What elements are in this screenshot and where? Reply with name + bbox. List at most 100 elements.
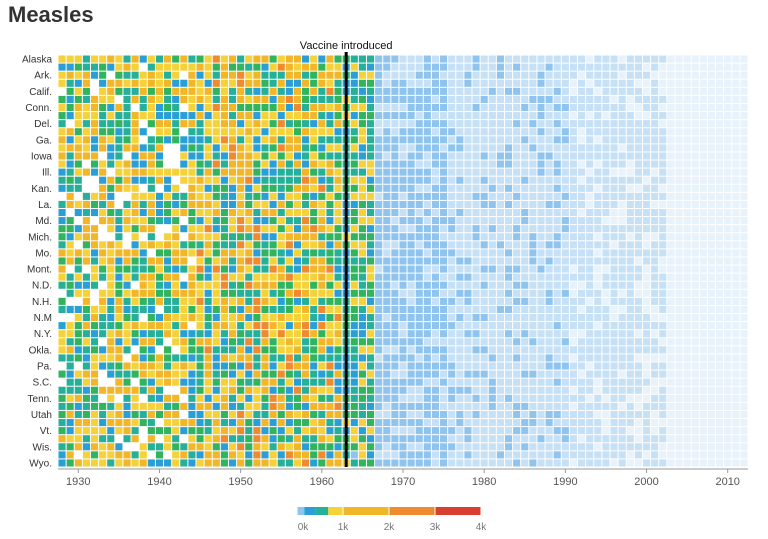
heatmap-cell bbox=[172, 435, 180, 443]
heatmap-cell bbox=[691, 71, 699, 79]
heatmap-cell bbox=[699, 435, 707, 443]
heatmap-cell bbox=[155, 378, 164, 386]
heatmap-cell bbox=[139, 305, 147, 314]
heatmap-cell bbox=[488, 128, 496, 136]
heatmap-cell bbox=[196, 330, 204, 338]
heatmap-cell bbox=[431, 394, 440, 402]
heatmap-cell bbox=[513, 459, 521, 467]
heatmap-cell bbox=[375, 370, 383, 378]
heatmap-cell bbox=[228, 427, 237, 435]
heatmap-cell bbox=[448, 192, 456, 200]
heatmap-cell bbox=[326, 160, 334, 168]
heatmap-cell bbox=[245, 459, 253, 467]
heatmap-cell bbox=[626, 362, 634, 370]
heatmap-cell bbox=[594, 128, 602, 136]
heatmap-cell bbox=[164, 354, 172, 362]
heatmap-cell bbox=[204, 451, 212, 459]
heatmap-cell bbox=[375, 297, 383, 305]
heatmap-cell bbox=[651, 410, 659, 419]
heatmap-cell bbox=[659, 459, 667, 467]
heatmap-cell bbox=[293, 305, 302, 314]
heatmap-cell bbox=[302, 71, 310, 79]
heatmap-cell bbox=[569, 136, 578, 144]
heatmap-cell bbox=[188, 233, 196, 241]
heatmap-cell bbox=[164, 192, 172, 200]
heatmap-cell bbox=[415, 87, 423, 95]
heatmap-cell bbox=[399, 71, 407, 79]
heatmap-cell bbox=[440, 451, 448, 459]
heatmap-cell bbox=[586, 362, 594, 370]
heatmap-cell bbox=[521, 265, 529, 273]
heatmap-cell bbox=[716, 257, 724, 265]
heatmap-cell bbox=[261, 71, 269, 79]
heatmap-cell bbox=[440, 176, 448, 184]
heatmap-cell bbox=[350, 120, 358, 128]
heatmap-cell bbox=[594, 152, 602, 160]
heatmap-cell bbox=[561, 176, 569, 184]
heatmap-cell bbox=[529, 120, 537, 128]
heatmap-cell bbox=[212, 176, 220, 184]
heatmap-cell bbox=[569, 370, 578, 378]
heatmap-cell bbox=[651, 225, 659, 233]
heatmap-cell bbox=[285, 144, 293, 152]
heatmap-cell bbox=[586, 200, 594, 208]
heatmap-cell bbox=[578, 281, 586, 289]
heatmap-cell bbox=[399, 362, 407, 370]
heatmap-cell bbox=[545, 55, 553, 63]
heatmap-cell bbox=[318, 370, 326, 378]
heatmap-cell bbox=[545, 305, 553, 314]
heatmap-cell bbox=[164, 184, 172, 192]
heatmap-cell bbox=[326, 459, 334, 467]
heatmap-cell bbox=[456, 208, 464, 217]
heatmap-cell bbox=[310, 451, 318, 459]
heatmap-cell bbox=[488, 71, 496, 79]
heatmap-cell bbox=[472, 217, 480, 225]
heatmap-cell bbox=[545, 419, 553, 427]
heatmap-cell bbox=[626, 128, 634, 136]
heatmap-cell bbox=[740, 386, 748, 394]
heatmap-cell bbox=[147, 120, 155, 128]
heatmap-cell bbox=[334, 208, 342, 217]
heatmap-cell bbox=[261, 354, 269, 362]
heatmap-cell bbox=[472, 225, 480, 233]
heatmap-cell bbox=[90, 362, 99, 370]
heatmap-cell bbox=[245, 419, 253, 427]
heatmap-cell bbox=[537, 435, 545, 443]
heatmap-cell bbox=[196, 71, 204, 79]
heatmap-cell bbox=[383, 402, 391, 410]
heatmap-cell bbox=[464, 217, 472, 225]
heatmap-cell bbox=[131, 168, 139, 176]
heatmap-cell bbox=[716, 314, 724, 322]
heatmap-cell bbox=[391, 103, 399, 112]
state-label: Calif. bbox=[29, 87, 52, 98]
heatmap-cell bbox=[415, 192, 423, 200]
heatmap-cell bbox=[464, 305, 472, 314]
heatmap-cell bbox=[350, 168, 358, 176]
heatmap-cell bbox=[399, 435, 407, 443]
heatmap-cell bbox=[326, 184, 334, 192]
heatmap-cell bbox=[391, 176, 399, 184]
heatmap-cell bbox=[683, 459, 691, 467]
heatmap-cell bbox=[464, 281, 472, 289]
heatmap-cell bbox=[293, 55, 302, 63]
heatmap-cell bbox=[407, 451, 415, 459]
heatmap-cell bbox=[618, 71, 626, 79]
heatmap-cell bbox=[716, 459, 724, 467]
heatmap-cell bbox=[188, 160, 196, 168]
heatmap-cell bbox=[456, 338, 464, 346]
heatmap-cell bbox=[399, 233, 407, 241]
heatmap-cell bbox=[172, 394, 180, 402]
heatmap-cell bbox=[667, 281, 675, 289]
heatmap-cell bbox=[521, 346, 529, 354]
heatmap-cell bbox=[99, 386, 107, 394]
heatmap-cell bbox=[139, 249, 147, 257]
heatmap-cell bbox=[634, 120, 642, 128]
heatmap-cell bbox=[537, 79, 545, 87]
heatmap-cell bbox=[724, 208, 732, 217]
heatmap-cell bbox=[123, 265, 131, 273]
heatmap-cell bbox=[269, 427, 277, 435]
heatmap-cell bbox=[480, 233, 488, 241]
heatmap-cell bbox=[358, 322, 366, 330]
heatmap-cell bbox=[358, 200, 366, 208]
heatmap-cell bbox=[383, 112, 391, 120]
